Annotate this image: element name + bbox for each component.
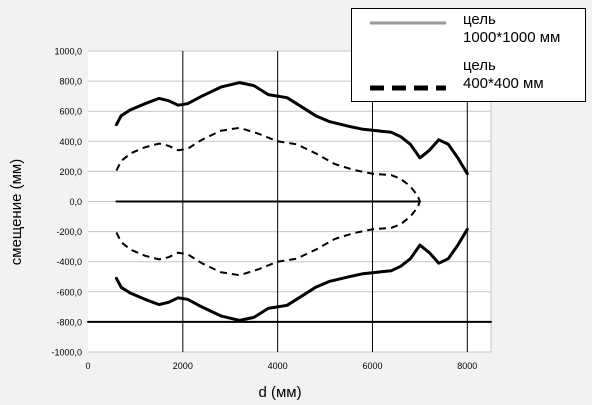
x-tick-label: 0	[85, 361, 90, 371]
y-tick-label: 800,0	[59, 77, 82, 87]
y-tick-label: 200,0	[59, 167, 82, 177]
y-tick-label: -400,0	[56, 257, 82, 267]
y-tick-label: -1000,0	[51, 348, 82, 358]
series-line-1	[114, 227, 469, 322]
x-tick-label: 4000	[268, 361, 288, 371]
y-tick-label: -800,0	[56, 317, 82, 327]
y-tick-label: 400,0	[59, 137, 82, 147]
y-tick-label: 0,0	[69, 197, 82, 207]
x-axis-label: d (мм)	[258, 384, 302, 401]
x-tick-label: 6000	[362, 361, 382, 371]
legend-label-target-1000: цель 1000*1000 мм	[463, 11, 561, 46]
x-tick-label: 8000	[457, 361, 477, 371]
legend-swatch-dashed	[370, 85, 446, 91]
y-tick-label: -600,0	[56, 287, 82, 297]
series-group	[87, 81, 492, 323]
legend-label-target-400: цель 400*400 мм	[463, 57, 544, 92]
legend-swatch-solid	[370, 21, 446, 25]
series-line-2	[115, 126, 421, 202]
y-tick-label: 600,0	[59, 107, 82, 117]
x-tick-label: 2000	[173, 361, 193, 371]
y-axis-label: смещение (мм)	[8, 158, 25, 266]
legend: цель 1000*1000 мм цель 400*400 мм	[351, 8, 586, 102]
series-line-0	[114, 81, 469, 176]
y-tick-label: -200,0	[56, 227, 82, 237]
y-tick-label: 1000,0	[54, 47, 82, 57]
series-line-3	[115, 201, 421, 277]
x-axis-ticks: 0 2000 4000 6000 8000	[85, 361, 477, 371]
y-axis-ticks: 1000,0 800,0 600,0 400,0 200,0 0,0 -200,0 -400,…	[51, 47, 82, 358]
